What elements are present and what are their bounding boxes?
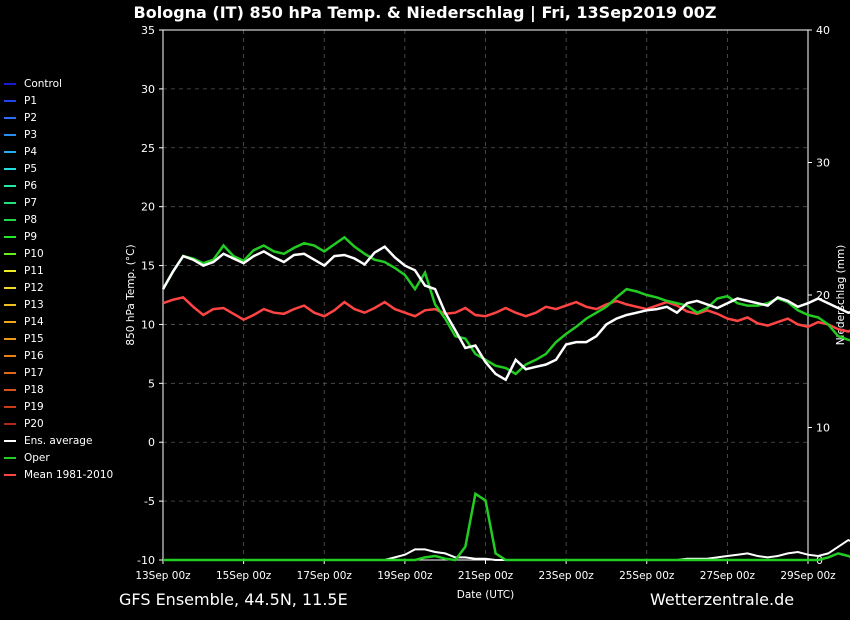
mean-1981-2010-line — [162, 296, 850, 333]
legend-label: Oper — [24, 452, 50, 464]
x-tick-label: 29Sep 00z — [780, 570, 836, 582]
legend-label: Control — [24, 78, 62, 90]
legend-label: P8 — [24, 214, 38, 226]
legend-label: P6 — [24, 180, 38, 192]
legend-label: P13 — [24, 299, 44, 311]
y-tick-label: 15 — [141, 260, 155, 273]
ens-average-temp-line — [161, 245, 850, 382]
oper-temp-line — [161, 235, 850, 376]
y-tick-label: 20 — [141, 201, 155, 214]
legend-swatch — [4, 457, 16, 459]
legend-swatch — [4, 389, 16, 391]
legend-label: Ens. average — [24, 435, 93, 447]
legend-swatch — [4, 355, 16, 357]
legend-label: P4 — [24, 146, 38, 158]
x-tick-label: 19Sep 00z — [377, 570, 433, 582]
footer-model-location: GFS Ensemble, 44.5N, 11.5E — [119, 590, 348, 609]
legend-swatch — [4, 304, 16, 306]
legend-swatch — [4, 253, 16, 255]
legend-label: P19 — [24, 401, 44, 413]
x-tick-label: 17Sep 00z — [297, 570, 353, 582]
chart-title: Bologna (IT) 850 hPa Temp. & Niederschla… — [133, 3, 717, 22]
precip-oper-line — [163, 491, 850, 562]
legend-label: P2 — [24, 112, 38, 124]
y-tick-label: 0 — [148, 436, 155, 449]
legend-label: P3 — [24, 129, 38, 141]
legend-swatch — [4, 270, 16, 272]
y-tick-label: 35 — [141, 24, 155, 37]
legend-label: P17 — [24, 367, 44, 379]
legend-label: P15 — [24, 333, 44, 345]
x-tick-label: 27Sep 00z — [700, 570, 756, 582]
x-tick-label: 25Sep 00z — [619, 570, 675, 582]
x-tick-label: 13Sep 00z — [135, 570, 191, 582]
x-tick-label: 15Sep 00z — [216, 570, 272, 582]
legend-swatch — [4, 117, 16, 119]
legend-label: P16 — [24, 350, 44, 362]
y-tick-label: 30 — [141, 83, 155, 96]
legend-swatch — [4, 338, 16, 340]
legend-label: P18 — [24, 384, 44, 396]
footer-site-name: Wetterzentrale.de — [650, 590, 795, 609]
y-axis-label: 850 hPa Temp. (°C) — [125, 244, 137, 345]
y2-tick-label: 40 — [816, 24, 830, 37]
legend-swatch — [4, 185, 16, 187]
legend-swatch — [4, 100, 16, 102]
legend-label: P20 — [24, 418, 44, 430]
x-tick-label: 21Sep 00z — [458, 570, 514, 582]
legend-swatch — [4, 219, 16, 221]
legend-label: P12 — [24, 282, 44, 294]
legend-swatch — [4, 372, 16, 374]
legend-label: P5 — [24, 163, 38, 175]
legend-swatch — [4, 83, 16, 85]
y-tick-label: -10 — [137, 554, 155, 567]
y-tick-label: 25 — [141, 142, 155, 155]
y2-tick-label: 10 — [816, 422, 830, 435]
x-tick-label: 23Sep 00z — [538, 570, 594, 582]
y-tick-label: -5 — [144, 495, 155, 508]
y-tick-label: 10 — [141, 318, 155, 331]
legend-label: P1 — [24, 95, 38, 107]
legend-swatch — [4, 236, 16, 238]
legend-swatch — [4, 134, 16, 136]
legend-label: P10 — [24, 248, 44, 260]
legend-swatch — [4, 151, 16, 153]
legend-swatch — [4, 474, 16, 476]
precip-ens-average-line — [163, 538, 850, 561]
legend-label: P14 — [24, 316, 44, 328]
legend-label: Mean 1981-2010 — [24, 469, 114, 481]
legend-swatch — [4, 168, 16, 170]
legend-swatch — [4, 287, 16, 289]
x-axis-label: Date (UTC) — [457, 589, 514, 601]
legend-swatch — [4, 440, 16, 442]
legend-label: P9 — [24, 231, 38, 243]
legend-label: P7 — [24, 197, 38, 209]
y-tick-label: 5 — [148, 377, 155, 390]
y2-axis-label: Niederschlag (mm) — [835, 245, 847, 346]
legend-label: P11 — [24, 265, 44, 277]
legend-swatch — [4, 202, 16, 204]
y2-tick-label: 30 — [816, 157, 830, 170]
legend-swatch — [4, 321, 16, 323]
legend-swatch — [4, 423, 16, 425]
legend-swatch — [4, 406, 16, 408]
